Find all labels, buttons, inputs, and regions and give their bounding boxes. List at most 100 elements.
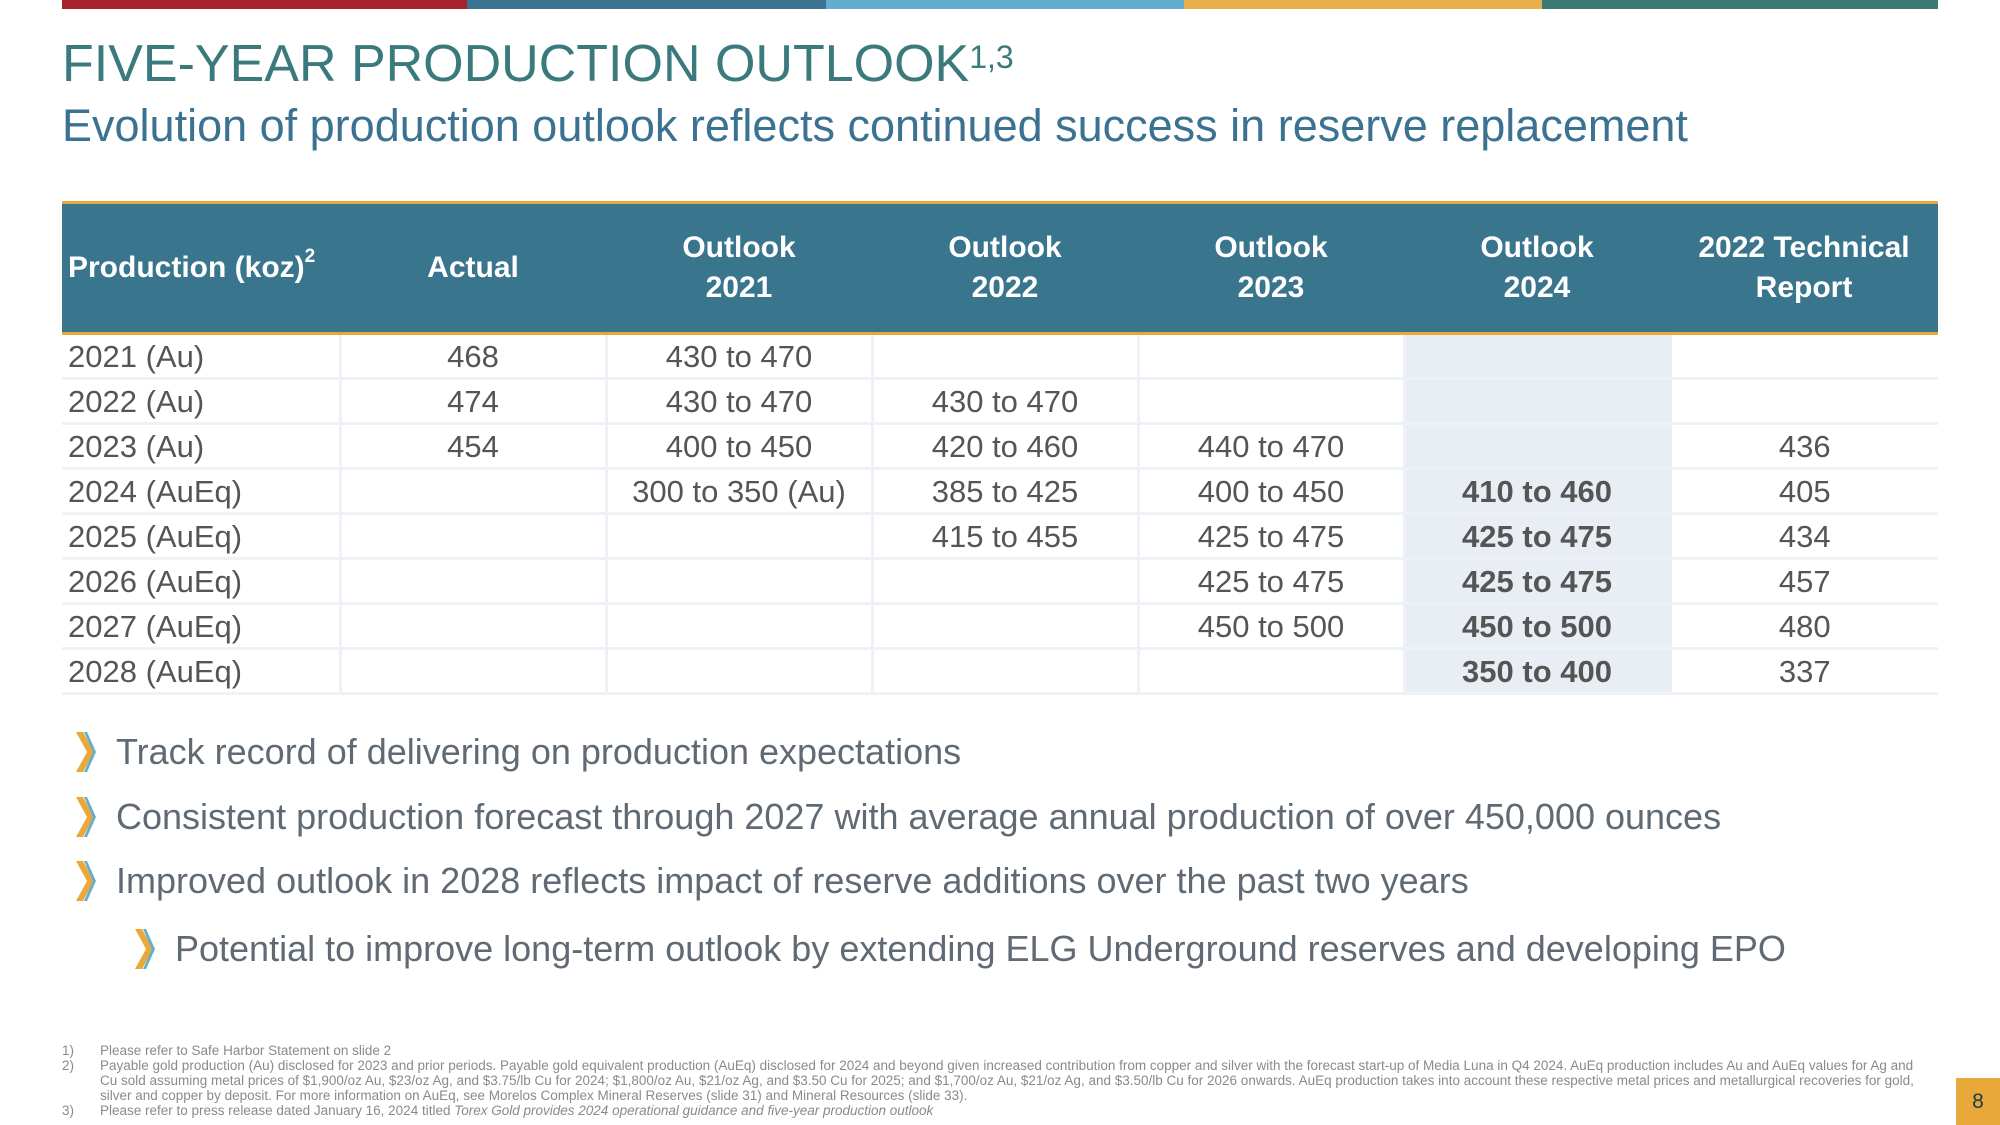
table-cell (1668, 332, 1938, 380)
table-row: 2021 (Au) 468 430 to 470 (62, 332, 1938, 380)
table-cell: 2025 (AuEq) (62, 512, 342, 560)
table-cell (1136, 332, 1406, 380)
table-cell (604, 512, 874, 560)
table-cell (338, 467, 608, 515)
color-bar-segment (1542, 0, 1938, 9)
table-cell (870, 647, 1140, 695)
press-release-title: Torex Gold provides 2024 operational gui… (454, 1103, 934, 1118)
table-row: 2028 (AuEq) 350 to 400 337 (62, 647, 1938, 695)
color-bar-segment (1184, 0, 1542, 9)
bullet-subitem: Potential to improve long-term outlook b… (135, 927, 1786, 970)
table-cell: 440 to 470 (1136, 422, 1406, 470)
table-cell (604, 602, 874, 650)
table-row: 2026 (AuEq) 425 to 475 425 to 475 457 (62, 557, 1938, 605)
table-cell: 430 to 470 (604, 332, 874, 380)
footnotes: 1) Please refer to Safe Harbor Statement … (62, 1043, 1932, 1118)
table-cell: 405 (1668, 467, 1938, 515)
table-cell (338, 557, 608, 605)
table-cell: 436 (1668, 422, 1938, 470)
table-cell-highlight: 425 to 475 (1402, 557, 1672, 605)
color-bar-segment (62, 0, 467, 9)
bullet-text: Potential to improve long-term outlook b… (175, 927, 1786, 969)
table-cell: 420 to 460 (870, 422, 1140, 470)
bullet-text: Improved outlook in 2028 reflects impact… (116, 860, 1469, 902)
page-title: FIVE-YEAR PRODUCTION OUTLOOK1,3 (62, 35, 1014, 93)
bullet-item: Consistent production forecast through 2… (76, 795, 1786, 838)
table-cell-highlight (1402, 332, 1672, 380)
header-footnote-ref: 2 (304, 245, 316, 267)
table-cell (1136, 377, 1406, 425)
table-cell-highlight: 425 to 475 (1402, 512, 1672, 560)
table-cell: 430 to 470 (870, 377, 1140, 425)
title-text: FIVE-YEAR PRODUCTION OUTLOOK (62, 35, 970, 93)
table-cell: 430 to 470 (604, 377, 874, 425)
table-row: 2024 (AuEq) 300 to 350 (Au) 385 to 425 4… (62, 467, 1938, 515)
table-cell: 425 to 475 (1136, 557, 1406, 605)
bullet-item: Track record of delivering on production… (76, 730, 1786, 773)
color-bar-segment (467, 0, 826, 9)
table-row: 2027 (AuEq) 450 to 500 450 to 500 480 (62, 602, 1938, 650)
table-cell: 425 to 475 (1136, 512, 1406, 560)
table-cell-highlight (1402, 377, 1672, 425)
table-cell: 450 to 500 (1136, 602, 1406, 650)
table-cell: 457 (1668, 557, 1938, 605)
table-cell: 300 to 350 (Au) (604, 467, 874, 515)
table-row: 2025 (AuEq) 415 to 455 425 to 475 425 to… (62, 512, 1938, 560)
table-cell-highlight: 410 to 460 (1402, 467, 1672, 515)
chevron-right-icon (76, 861, 96, 902)
table-cell: 2028 (AuEq) (62, 647, 342, 695)
chevron-right-icon (76, 797, 96, 838)
column-header-outlook-2021: Outlook 2021 (606, 202, 872, 335)
table-cell (870, 557, 1140, 605)
color-bar-segment (826, 0, 1184, 9)
table-cell: 400 to 450 (604, 422, 874, 470)
table-cell: 434 (1668, 512, 1938, 560)
table-cell (604, 557, 874, 605)
table-cell: 2023 (Au) (62, 422, 342, 470)
production-table: Production (koz)2 Actual Outlook 2021 Out… (62, 201, 1938, 695)
bullet-text: Consistent production forecast through 2… (116, 796, 1722, 838)
table-cell: 2027 (AuEq) (62, 602, 342, 650)
table-cell-highlight: 350 to 400 (1402, 647, 1672, 695)
column-header-actual: Actual (340, 202, 606, 335)
table-cell: 480 (1668, 602, 1938, 650)
page-number: 8 (1956, 1078, 2000, 1125)
table-cell (1136, 647, 1406, 695)
table-row: 2023 (Au) 454 400 to 450 420 to 460 440 … (62, 422, 1938, 470)
table-cell: 454 (338, 422, 608, 470)
top-color-bar (62, 0, 1938, 9)
table-cell (338, 647, 608, 695)
table-cell: 468 (338, 332, 608, 380)
table-cell: 474 (338, 377, 608, 425)
bullet-list: Track record of delivering on production… (76, 730, 1786, 970)
bullet-text: Track record of delivering on production… (116, 731, 962, 772)
table-cell (870, 602, 1140, 650)
table-cell-highlight (1402, 422, 1672, 470)
bullet-item: Improved outlook in 2028 reflects impact… (76, 859, 1786, 902)
page-subtitle: Evolution of production outlook reflects… (62, 100, 1688, 151)
footnote: 1) Please refer to Safe Harbor Statement … (62, 1043, 392, 1058)
table-cell: 2021 (Au) (62, 332, 342, 380)
table-row: 2022 (Au) 474 430 to 470 430 to 470 (62, 377, 1938, 425)
title-footnote-ref: 1,3 (969, 39, 1014, 75)
table-cell: 337 (1668, 647, 1938, 695)
footnote: 3) Please refer to press release dated Ja… (62, 1103, 934, 1118)
table-cell: 2024 (AuEq) (62, 467, 342, 515)
table-cell: 400 to 450 (1136, 467, 1406, 515)
column-header-outlook-2022: Outlook 2022 (872, 202, 1138, 335)
column-header-production: Production (koz)2 (62, 202, 340, 335)
table-cell-highlight: 450 to 500 (1402, 602, 1672, 650)
footnote: 2) Payable gold production (Au) disclosed… (62, 1058, 1914, 1103)
chevron-right-icon (76, 732, 96, 772)
table-cell (870, 332, 1140, 380)
table-cell (604, 647, 874, 695)
table-cell (338, 512, 608, 560)
column-header-outlook-2024: Outlook 2024 (1404, 202, 1670, 335)
table-cell: 385 to 425 (870, 467, 1140, 515)
table-cell (338, 602, 608, 650)
table-cell: 2022 (Au) (62, 377, 342, 425)
column-header-technical-report: 2022 Technical Report (1670, 202, 1938, 335)
chevron-right-icon (135, 928, 155, 969)
column-header-outlook-2023: Outlook 2023 (1138, 202, 1404, 335)
table-cell: 415 to 455 (870, 512, 1140, 560)
